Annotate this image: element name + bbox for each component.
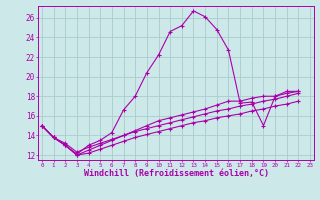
X-axis label: Windchill (Refroidissement éolien,°C): Windchill (Refroidissement éolien,°C) [84, 169, 268, 178]
